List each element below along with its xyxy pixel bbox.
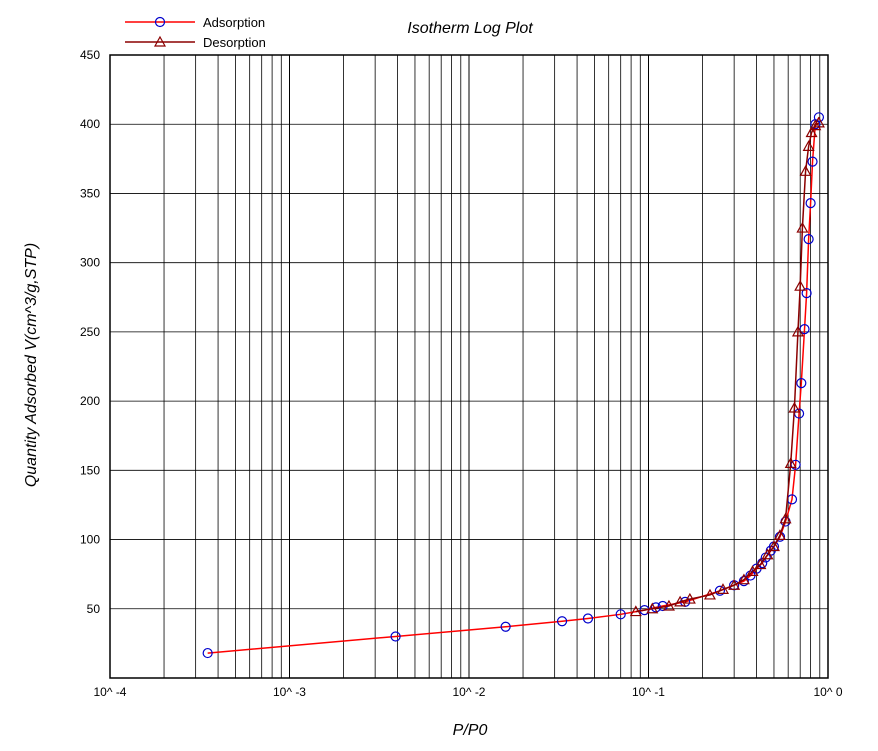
y-tick-label: 150 — [80, 463, 100, 477]
legend-label-desorption: Desorption — [203, 35, 266, 50]
desorption-point — [703, 588, 716, 600]
y-tick-label: 250 — [80, 325, 100, 339]
plot-frame — [109, 54, 829, 679]
y-tick-label: 300 — [80, 256, 100, 270]
y-tick-label: 100 — [80, 533, 100, 547]
adsorption-point — [738, 575, 750, 587]
adsorption-point — [807, 156, 818, 167]
adsorption-point — [774, 531, 786, 542]
adsorption-point — [714, 585, 726, 596]
desorption-point — [796, 221, 809, 233]
y-axis-label: Quantity Adsorbed V(cm^3/g,STP) — [23, 243, 40, 487]
desorption-point — [737, 573, 750, 585]
legend-label-adsorption: Adsorption — [203, 15, 265, 30]
x-tick-label: 10^ -1 — [632, 685, 665, 699]
legend-marker-circle — [154, 16, 166, 28]
desorption-point — [646, 602, 659, 614]
x-tick-label: 10^ -4 — [94, 685, 127, 699]
series-layer — [202, 112, 825, 659]
desorption-point — [761, 548, 774, 560]
y-tick-label: 400 — [80, 117, 100, 131]
y-tick-label: 200 — [80, 394, 100, 408]
adsorption-point — [615, 609, 626, 620]
series-desorption — [629, 116, 825, 617]
chart-title: Isotherm Log Plot — [407, 20, 533, 37]
desorption-point — [802, 140, 815, 151]
x-axis-label: P/P0 — [453, 722, 488, 739]
y-tick-label: 450 — [80, 48, 100, 62]
series-line-desorption — [635, 122, 820, 613]
adsorption-point — [796, 378, 807, 389]
y-tick-label: 50 — [87, 602, 101, 616]
y-tick-labels: 50 100 150 200 250 300 350 400 450 — [80, 48, 100, 616]
adsorption-point — [799, 324, 810, 335]
desorption-point — [784, 457, 797, 469]
desorption-point — [716, 583, 730, 594]
desorption-point — [805, 126, 818, 138]
adsorption-point — [500, 621, 511, 632]
desorption-point — [767, 540, 780, 552]
desorption-point — [788, 401, 801, 413]
legend: Adsorption Desorption — [125, 15, 266, 50]
adsorption-point — [582, 613, 594, 624]
desorption-point — [773, 529, 786, 541]
legend-marker-triangle — [153, 35, 167, 47]
adsorption-point — [390, 631, 401, 642]
desorption-point — [728, 579, 741, 590]
desorption-point — [779, 512, 792, 524]
adsorption-point — [801, 288, 812, 299]
desorption-point — [799, 165, 812, 176]
x-tick-label: 10^ -3 — [273, 685, 306, 699]
desorption-point — [809, 119, 822, 131]
legend-item-desorption: Desorption — [125, 35, 266, 50]
desorption-point — [794, 279, 807, 291]
adsorption-point — [556, 616, 568, 627]
desorption-point — [754, 558, 767, 570]
desorption-point — [791, 325, 804, 337]
legend-item-adsorption: Adsorption — [125, 15, 265, 30]
x-tick-label: 10^ -2 — [453, 685, 486, 699]
y-tick-label: 350 — [80, 186, 100, 200]
desorption-point — [629, 605, 642, 617]
x-tick-label: 10^ 0 — [814, 685, 843, 699]
adsorption-point — [813, 112, 825, 123]
desorption-point — [662, 599, 675, 611]
adsorption-point — [202, 647, 213, 659]
adsorption-point — [805, 198, 816, 209]
desorption-point — [683, 592, 696, 604]
desorption-point — [674, 595, 687, 607]
adsorption-point — [803, 234, 814, 245]
desorption-point — [746, 565, 759, 576]
x-tick-labels: 10^ -4 10^ -3 10^ -2 10^ -1 10^ 0 — [94, 685, 843, 699]
